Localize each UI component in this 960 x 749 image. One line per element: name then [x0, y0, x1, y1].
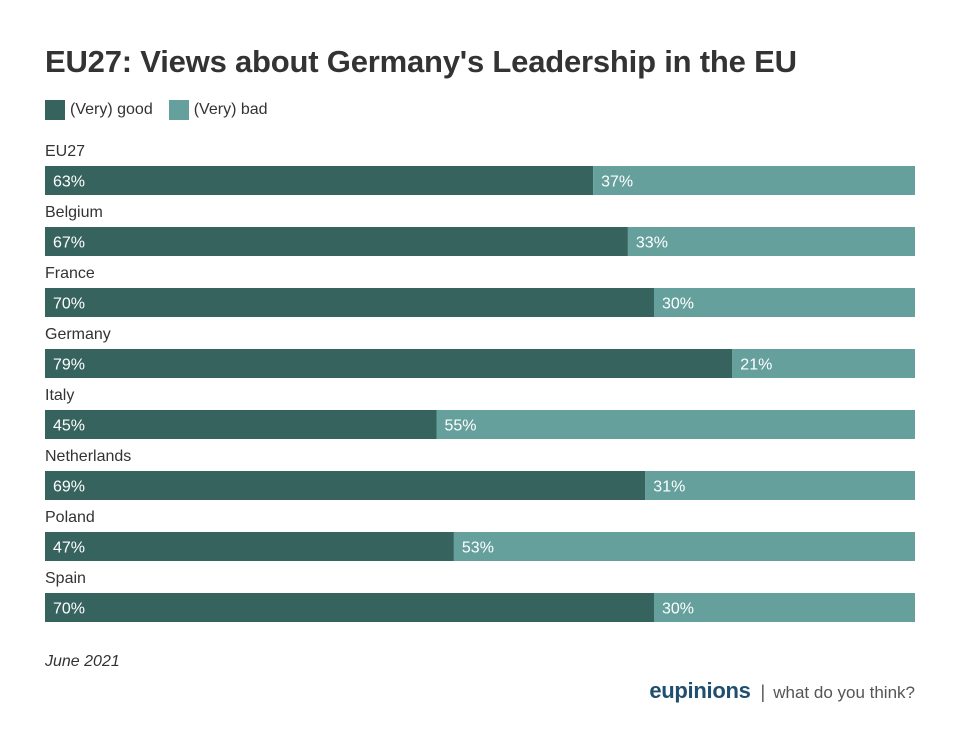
bar-good-netherlands	[45, 471, 646, 500]
category-label-france: France	[45, 265, 95, 282]
category-label-poland: Poland	[45, 509, 95, 526]
bar-good-eu27	[45, 166, 594, 195]
bar-bad-germany	[732, 349, 915, 378]
category-label-netherlands: Netherlands	[45, 448, 131, 465]
bar-good-spain	[45, 593, 654, 622]
value-label-good-italy: 45%	[53, 418, 85, 435]
bar-bad-netherlands	[645, 471, 915, 500]
value-label-good-spain: 70%	[53, 601, 85, 618]
legend-swatch-bad	[168, 100, 189, 120]
brand-separator: |	[760, 682, 766, 702]
value-label-good-france: 70%	[53, 296, 85, 313]
bar-good-italy	[45, 410, 437, 439]
legend-label-bad: (Very) bad	[193, 101, 268, 118]
category-label-belgium: Belgium	[45, 204, 103, 221]
category-label-spain: Spain	[45, 570, 86, 587]
bar-good-germany	[45, 349, 733, 378]
footnote-date: June 2021	[45, 653, 120, 670]
legend-label-good: (Very) good	[70, 101, 153, 118]
eupinions-logo: eupinions	[649, 678, 751, 703]
value-label-bad-netherlands: 31%	[653, 479, 685, 496]
value-label-bad-spain: 30%	[662, 601, 694, 618]
value-label-bad-poland: 53%	[462, 540, 494, 557]
value-label-bad-belgium: 33%	[636, 235, 668, 252]
bar-bad-poland	[453, 532, 915, 561]
category-label-germany: Germany	[45, 326, 111, 343]
brand-footer: eupinions | what do you think?	[649, 678, 915, 704]
value-label-good-germany: 79%	[53, 357, 85, 374]
legend-item-good: (Very) good	[45, 100, 153, 120]
bar-good-france	[45, 288, 654, 317]
chart-legend: (Very) good (Very) bad	[45, 100, 284, 120]
bar-bad-belgium	[627, 227, 915, 256]
bar-good-belgium	[45, 227, 628, 256]
value-label-bad-eu27: 37%	[601, 174, 633, 191]
category-label-eu27: EU27	[45, 143, 85, 160]
bar-bad-eu27	[593, 166, 915, 195]
bar-good-poland	[45, 532, 454, 561]
bar-bad-spain	[654, 593, 915, 622]
value-label-bad-germany: 21%	[740, 357, 772, 374]
value-label-good-belgium: 67%	[53, 235, 85, 252]
category-label-italy: Italy	[45, 387, 74, 404]
brand-tagline: what do you think?	[773, 683, 915, 702]
bar-chart: EU27 63% 37% Belgium 67% 33% France 70% 30% Germa…	[45, 143, 915, 622]
legend-item-bad: (Very) bad	[168, 100, 268, 120]
legend-swatch-good	[45, 100, 65, 120]
value-label-good-poland: 47%	[53, 540, 85, 557]
chart-title: EU27: Views about Germany's Leadership i…	[45, 44, 797, 79]
value-label-bad-italy: 55%	[445, 418, 477, 435]
value-label-good-eu27: 63%	[53, 174, 85, 191]
bar-bad-italy	[436, 410, 915, 439]
bar-bad-france	[654, 288, 915, 317]
value-label-bad-france: 30%	[662, 296, 694, 313]
value-label-good-netherlands: 69%	[53, 479, 85, 496]
